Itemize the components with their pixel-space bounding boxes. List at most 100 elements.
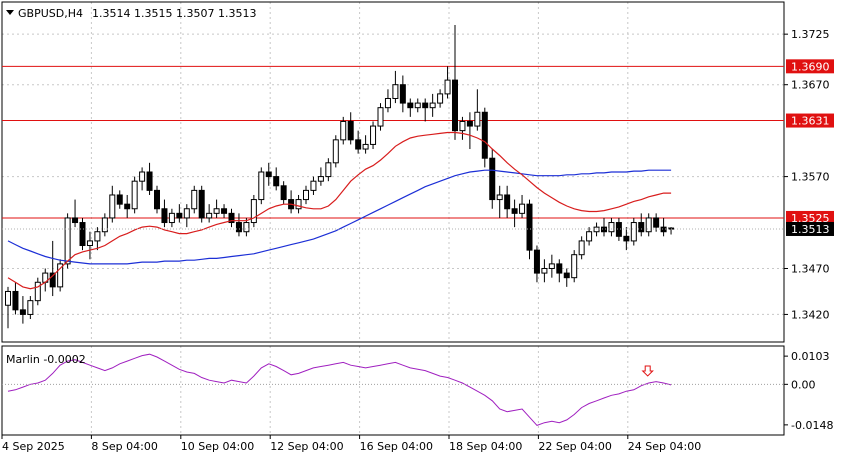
candle-body (407, 102, 414, 109)
candle-body (325, 162, 332, 178)
candle-body (548, 263, 555, 269)
candle-body (489, 157, 496, 201)
down-arrow-shape (641, 365, 654, 377)
candle-body (377, 107, 384, 127)
price-axis: 1.3725 1.3670 1.3570 1.3470 1.3420 (784, 28, 830, 321)
candle-body (19, 309, 26, 315)
candle-body (265, 171, 272, 178)
time-tick-label: 4 Sep 2025 (2, 440, 65, 453)
candle-body (623, 235, 630, 242)
current-price-label: 1.3513 (791, 223, 830, 236)
candle-body (496, 194, 503, 201)
candle-body (27, 300, 34, 315)
candle-body (295, 199, 302, 210)
candle-body (571, 254, 578, 279)
candle-body (250, 199, 257, 224)
time-tick-label: 22 Sep 04:00 (538, 440, 611, 453)
price-tick-label: 1.3420 (791, 308, 830, 321)
candle-body (586, 231, 593, 242)
candle-body (653, 217, 660, 228)
price-tick-label: 1.3725 (791, 28, 830, 41)
down-arrow-icon (641, 365, 654, 377)
candlesticks (5, 24, 675, 329)
candle-body (116, 194, 123, 205)
candle-body (601, 226, 607, 233)
candle-body (384, 97, 391, 109)
candle-body (474, 111, 481, 127)
candle-body (638, 222, 645, 233)
time-tick-label: 18 Sep 04:00 (449, 440, 522, 453)
chevron-down-icon[interactable] (6, 10, 14, 15)
candle-body (191, 189, 198, 210)
candle-body (429, 102, 436, 109)
candle-body (280, 185, 287, 201)
candle-body (139, 171, 146, 182)
indicator-panel-frame (1, 345, 785, 436)
level-price-label: 1.3631 (791, 115, 830, 128)
candle-body (578, 240, 585, 256)
candle-body (161, 208, 168, 224)
indicator-tick-label: 0.00 (791, 378, 816, 391)
candle-body (243, 222, 250, 233)
candle-body (340, 120, 347, 141)
candle-body (526, 203, 533, 251)
price-tick-label: 1.3470 (791, 262, 830, 275)
time-tick-label: 10 Sep 04:00 (181, 440, 254, 453)
ohlc-label: 1.3514 1.3515 1.3507 1.3513 (92, 7, 256, 20)
candle-body (563, 272, 570, 279)
candle-body (49, 272, 56, 288)
symbol-label: GBPUSD,H4 (18, 7, 83, 20)
candle-body (273, 176, 280, 187)
candle-body (168, 212, 175, 224)
time-tick-label: 16 Sep 04:00 (360, 440, 433, 453)
indicator-tick-label: -0.0148 (791, 419, 833, 432)
candle-body (504, 194, 511, 210)
candle-body (347, 120, 354, 141)
level-price-box (786, 59, 834, 74)
candle-body (303, 189, 309, 201)
candle-body (466, 120, 473, 127)
candle-body (124, 203, 131, 210)
candle-body (258, 171, 265, 201)
candle-body (645, 217, 652, 233)
candle-body (72, 217, 79, 224)
marlin-indicator-line (7, 353, 672, 426)
indicator-axis: 0.0103 0.00 -0.0148 (784, 350, 833, 432)
time-tick-label: 8 Sep 04:00 (91, 440, 157, 453)
blue-moving-average-line (7, 169, 672, 265)
candle-body (362, 143, 369, 150)
candle-body (422, 102, 429, 109)
candle-body (452, 79, 458, 132)
red-moving-average-line (7, 131, 672, 290)
candle-body (131, 180, 138, 210)
candle-body (414, 102, 421, 109)
main-panel-frame (1, 1, 785, 343)
price-tick-label: 1.3570 (791, 171, 830, 184)
candle-body (34, 281, 41, 302)
candle-body (101, 217, 108, 233)
time-tick-label: 24 Sep 04:00 (628, 440, 701, 453)
candle-body (355, 139, 362, 150)
candle-body (310, 180, 317, 191)
candle-body (176, 212, 183, 219)
candle-body (221, 208, 228, 214)
candle-body (399, 84, 406, 104)
time-axis: 4 Sep 2025 8 Sep 04:00 10 Sep 04:00 12 Sep … (1, 435, 701, 453)
current-price-box (786, 221, 834, 236)
level-price-box (786, 210, 834, 225)
candle-body (392, 84, 399, 99)
candle-body (79, 222, 86, 247)
candle-body (541, 267, 548, 274)
header: GBPUSD,H4 1.3514 1.3515 1.3507 1.3513 (6, 7, 256, 20)
time-tick-label: 12 Sep 04:00 (270, 440, 343, 453)
candle-body (86, 240, 93, 247)
candle-body (556, 263, 563, 274)
candle-body (198, 189, 205, 219)
candle-body (94, 231, 101, 242)
candle-body (444, 79, 451, 95)
candle-body (481, 111, 488, 159)
candle-body (228, 212, 235, 224)
level-price-box (786, 113, 834, 128)
